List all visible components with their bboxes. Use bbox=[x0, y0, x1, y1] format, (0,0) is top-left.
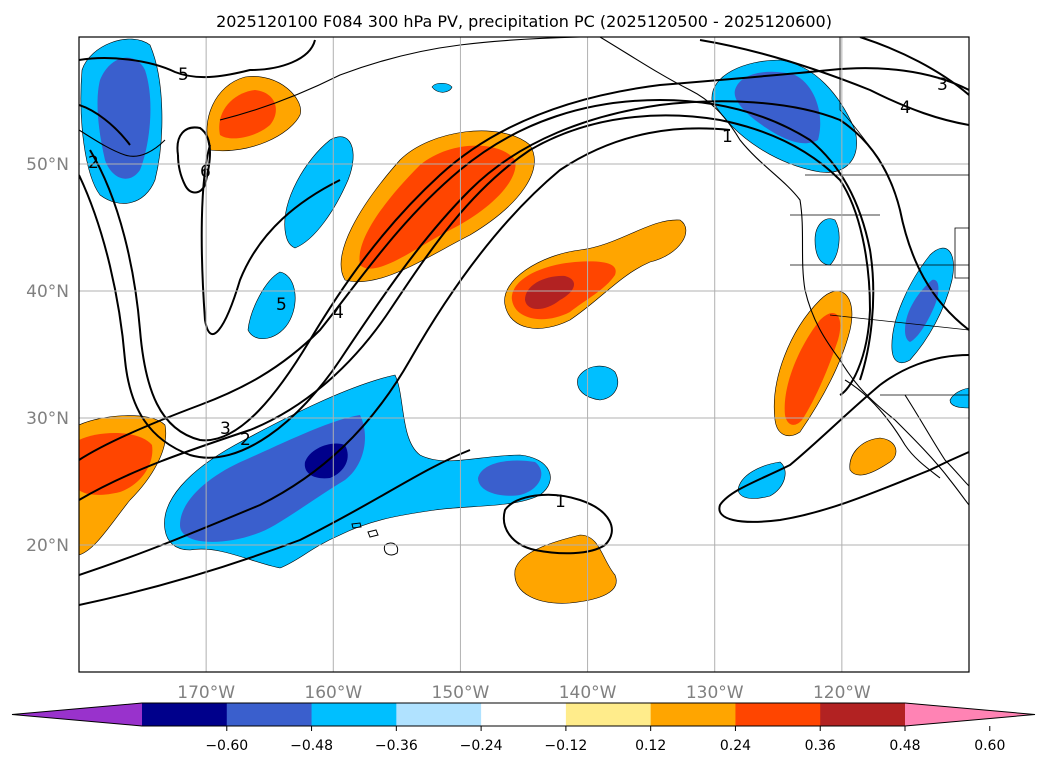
precip-blob-rockies-core bbox=[905, 279, 939, 342]
border-state-4 bbox=[954, 227, 969, 279]
latitude-tick-labels: 50°N 40°N 30°N 20°N bbox=[26, 155, 69, 556]
pv-label-5-nw: 5 bbox=[178, 65, 189, 85]
precip-blob-aleutian-core bbox=[219, 90, 276, 139]
colorbar-segment bbox=[481, 703, 567, 726]
pv-contour-ridge-c bbox=[79, 98, 875, 461]
pv-label-3-ne: 3 bbox=[937, 75, 948, 95]
colorbar-segment bbox=[142, 703, 228, 726]
precip-blob-baja bbox=[849, 437, 897, 476]
precip-blob-central-max bbox=[525, 275, 575, 309]
pv-label-4: 4 bbox=[333, 303, 344, 323]
pv-contour-1-south bbox=[79, 449, 471, 606]
precip-blob-nevada bbox=[814, 218, 840, 266]
precip-blob-east-sub bbox=[478, 460, 542, 496]
pv-contour-nw bbox=[79, 104, 131, 146]
coastline-gulf-california bbox=[904, 394, 969, 487]
lat-tick-label: 40°N bbox=[26, 282, 69, 302]
colorbar-extend-high bbox=[905, 703, 1035, 726]
colorbar-tick-label: −0.60 bbox=[205, 738, 248, 754]
hawaii-islands bbox=[351, 522, 399, 556]
coastline-baja bbox=[844, 379, 941, 479]
precip-blob-se-corner bbox=[949, 387, 969, 409]
pv-contour-ridge-a bbox=[89, 67, 969, 442]
precip-blob-baja-west bbox=[737, 461, 786, 499]
map-frame bbox=[78, 36, 970, 673]
pv-contours bbox=[79, 37, 969, 606]
pv-contour-1-east bbox=[718, 354, 969, 523]
colorbar-segment bbox=[311, 703, 397, 726]
lat-tick-label: 50°N bbox=[26, 155, 69, 175]
pv-contour-2-long bbox=[79, 114, 872, 501]
colorbar-segment bbox=[226, 703, 313, 726]
colorbar-outline bbox=[11, 702, 1036, 727]
precip-blob-gulf-alaska-core bbox=[734, 71, 821, 144]
hawaii-oahu bbox=[351, 522, 362, 529]
coastline-siberia bbox=[79, 129, 166, 157]
chart-title: 2025120100 F084 300 hPa PV, precipitatio… bbox=[216, 12, 832, 31]
precip-blob-small-1 bbox=[247, 271, 296, 339]
colorbar-segment bbox=[735, 703, 821, 726]
precip-blob-ne-pacific-core bbox=[359, 145, 516, 269]
lon-tick-label: 120°W bbox=[813, 683, 871, 703]
colorbar-segment bbox=[650, 703, 736, 726]
pv-label-1-south: 1 bbox=[555, 492, 566, 512]
pv-contour-1-long bbox=[79, 127, 731, 576]
gridlines bbox=[79, 37, 969, 672]
pv-label-2-nw: 2 bbox=[88, 153, 99, 173]
pv-label-1-north: 1 bbox=[722, 127, 733, 147]
precip-negative bbox=[80, 38, 969, 569]
pv-label-5-mid: 5 bbox=[276, 295, 287, 315]
colorbar bbox=[11, 702, 1036, 727]
colorbar-tick-labels: −0.60 −0.48 −0.36 −0.24 −0.12 0.12 0.24 0.36 0.4… bbox=[205, 726, 1005, 754]
pv-contour-labels: 5 6 5 4 3 2 1 1 4 3 2 bbox=[88, 65, 948, 512]
longitude-tick-labels: 170°W 160°W 150°W 140°W 130°W 120°W bbox=[177, 683, 871, 703]
colorbar-segment bbox=[565, 703, 652, 726]
colorbar-tick-label: 0.36 bbox=[805, 738, 836, 754]
coastline-north-america bbox=[599, 37, 969, 506]
coastlines bbox=[79, 37, 969, 506]
hawaii-big-island bbox=[383, 542, 399, 556]
lon-tick-label: 140°W bbox=[559, 683, 617, 703]
precip-blob-south bbox=[514, 534, 617, 604]
lat-tick-label: 30°N bbox=[26, 409, 69, 429]
pv-contour-ridge-b bbox=[79, 100, 969, 459]
colorbar-tick-label: −0.36 bbox=[375, 738, 418, 754]
border-state-3 bbox=[829, 314, 969, 331]
pv-contour-4-east bbox=[699, 39, 969, 126]
colorbar-tick-label: −0.48 bbox=[290, 738, 333, 754]
hawaii-maui bbox=[367, 529, 379, 538]
colorbar-tick-label: 0.24 bbox=[720, 738, 751, 754]
colorbar-extend-low bbox=[12, 703, 142, 726]
colorbar-segment bbox=[820, 703, 906, 726]
pv-label-6: 6 bbox=[200, 162, 211, 182]
map-area: 5 6 5 4 3 2 1 1 4 3 2 bbox=[79, 37, 969, 672]
pv-label-2: 2 bbox=[240, 430, 251, 450]
lat-tick-label: 20°N bbox=[26, 536, 69, 556]
lon-tick-label: 130°W bbox=[686, 683, 744, 703]
lon-tick-label: 150°W bbox=[432, 683, 490, 703]
pv-contour-3-east bbox=[859, 37, 969, 96]
precip-blob-aleutian-small bbox=[431, 82, 453, 93]
colorbar-tick-label: −0.12 bbox=[544, 738, 587, 754]
pv-label-3: 3 bbox=[220, 419, 231, 439]
pv-label-4-ne: 4 bbox=[900, 98, 911, 118]
colorbar-tick-label: 0.60 bbox=[974, 738, 1005, 754]
pv-contour-5-west bbox=[79, 39, 316, 79]
pv-contour-5-loop bbox=[200, 144, 341, 335]
colorbar-segment bbox=[396, 703, 482, 726]
lon-tick-label: 170°W bbox=[177, 683, 235, 703]
colorbar-tick-label: 0.48 bbox=[889, 738, 920, 754]
colorbar-tick-label: −0.24 bbox=[460, 738, 503, 754]
precip-blob-nw-corner-core bbox=[97, 57, 151, 179]
precip-blob-subtropics-core bbox=[180, 415, 365, 542]
colorbar-tick-label: 0.12 bbox=[635, 738, 666, 754]
lon-tick-label: 160°W bbox=[304, 683, 362, 703]
pv-contour-6-loop bbox=[176, 126, 211, 194]
coastline-alaska-peninsula bbox=[219, 37, 581, 121]
